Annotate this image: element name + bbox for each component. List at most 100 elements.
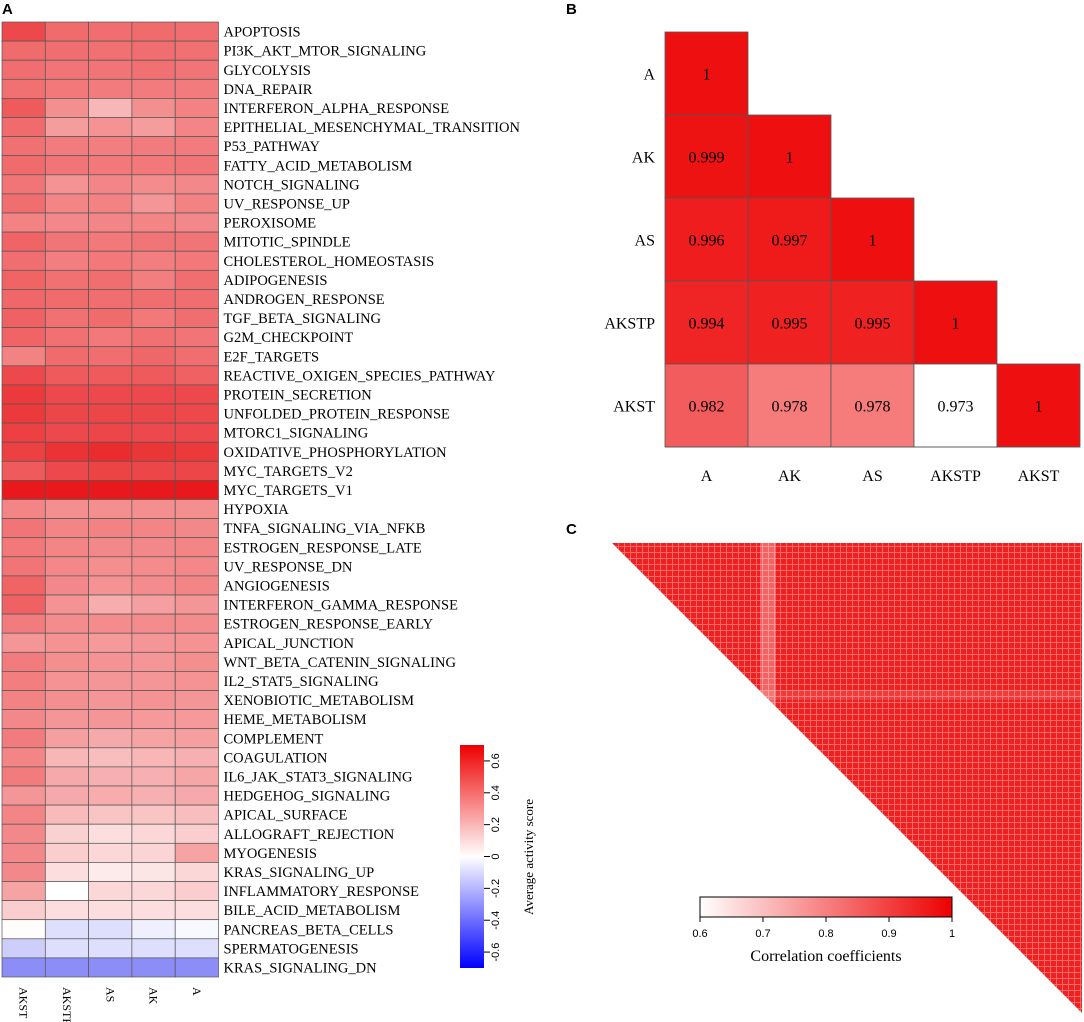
activity-cell [1,575,46,596]
activity-cell [174,21,219,42]
activity-cell [131,117,176,137]
activity-cell [131,556,176,577]
activity-cell [88,117,133,137]
activity-row-label: UV_RESPONSE_DN [224,559,353,575]
correlation-cell [830,363,915,448]
activity-cell [1,518,46,539]
activity-cell [88,231,133,252]
activity-cell [1,98,46,118]
activity-cell [88,842,133,863]
activity-cell [174,632,219,653]
activity-cell [1,728,46,749]
activity-row-label: G2M_CHECKPOINT [224,330,354,346]
activity-row-label: ANDROGEN_RESPONSE [224,292,385,308]
activity-column-label: AKSTP [60,987,74,1022]
activity-cell [174,441,219,462]
activity-cell [131,537,176,558]
activity-cell [131,728,176,749]
correlation-row-label: AKST [613,399,655,416]
activity-cell [1,613,46,634]
activity-cell [88,269,133,290]
activity-cell [131,231,176,252]
activity-cell [88,193,133,214]
activity-cell [174,460,219,481]
activity-cell [88,40,133,61]
correlation-cell [913,280,998,365]
activity-cell [131,594,176,615]
activity-cell [174,823,219,844]
activity-cell [174,556,219,577]
activity-cell [44,594,89,615]
activity-cell [88,785,133,806]
activity-cell [1,136,46,157]
correlation-row-label: AKSTP [604,316,655,333]
activity-cell [174,480,219,500]
activity-cell [1,403,46,424]
activity-cell [44,575,89,596]
activity-cell [131,938,176,959]
activity-cell [131,384,176,405]
activity-cell [88,384,133,405]
correlation-cell [664,114,749,199]
activity-cell [44,709,89,730]
activity-cell [44,537,89,558]
activity-cell [88,690,133,710]
activity-cell [131,346,176,367]
activity-legend-tick-label: -0.4 [490,911,502,930]
activity-legend-title: Average activity score [521,799,536,915]
activity-cell [1,499,46,519]
activity-cell [131,155,176,176]
activity-cell [44,155,89,176]
activity-row-label: P53_PATHWAY [224,139,321,155]
activity-cell [44,308,89,328]
activity-cell [131,40,176,61]
activity-cell [174,690,219,710]
activity-cell [174,250,219,271]
activity-row-label: MTORC1_SIGNALING [224,426,369,442]
correlation-cell [747,280,832,365]
activity-cell [44,823,89,844]
activity-cell [174,785,219,806]
correlation-value: 0.995 [855,316,891,333]
activity-cell [131,518,176,539]
activity-cell [131,842,176,863]
activity-cell [44,957,89,978]
activity-row-label: COMPLEMENT [224,731,324,747]
activity-cell [1,117,46,137]
activity-cell [174,957,219,978]
correlation-value: 0.995 [772,316,808,333]
activity-row-label: ALLOGRAFT_REJECTION [224,827,395,843]
activity-cell [174,308,219,328]
activity-row-label: HEME_METABOLISM [224,712,367,728]
activity-cell [44,747,89,768]
activity-cell [1,193,46,214]
activity-cell [174,518,219,539]
activity-cell [1,59,46,80]
activity-cell [88,728,133,749]
activity-legend-tick-label: -0.6 [490,943,502,962]
activity-cell [88,747,133,768]
activity-cell [1,900,46,921]
correlation-cell [664,197,749,282]
activity-cell [174,881,219,901]
activity-cell [44,499,89,519]
activity-row-label: APICAL_JUNCTION [224,636,355,652]
activity-cell [88,59,133,80]
activity-cell [44,384,89,405]
activity-cell [1,881,46,901]
activity-row-label: INTERFERON_ALPHA_RESPONSE [224,101,450,117]
activity-legend: Average activity score 0.6 0.4 0.2 0 -0.2 -0.… [460,745,536,968]
activity-cell [88,21,133,42]
activity-row-label: APICAL_SURFACE [224,808,348,824]
light-band [612,690,1082,700]
activity-cell [44,193,89,214]
activity-cell [1,480,46,500]
activity-cell [131,785,176,806]
activity-cell [131,78,176,99]
activity-cell [88,919,133,940]
activity-cell [1,40,46,61]
activity-cell [88,957,133,978]
activity-cell [44,250,89,271]
correlation-legend-tick-label: 1 [949,928,955,940]
